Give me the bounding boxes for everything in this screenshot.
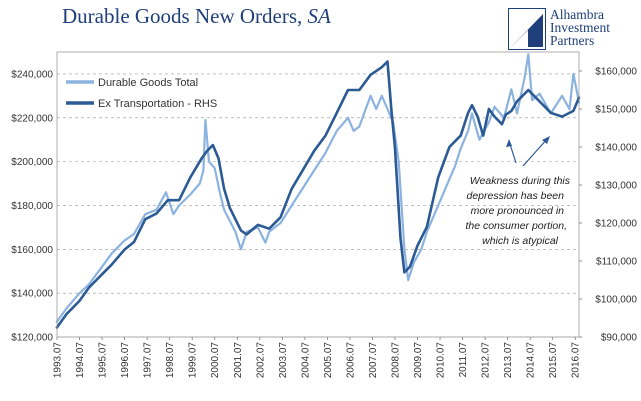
chart-title-italic: SA <box>307 4 331 28</box>
chart-title: Durable Goods New Orders, SA <box>62 4 331 29</box>
left-axis-tick-label: $220,000 <box>11 113 53 124</box>
annotation-arrowhead-1 <box>506 139 512 147</box>
logo-line-3: Partners <box>550 33 595 48</box>
left-axis-tick-label: $200,000 <box>11 157 53 168</box>
right-axis-tick-label: $130,000 <box>595 181 637 192</box>
chart-title-main: Durable Goods New Orders, <box>62 4 308 28</box>
annotation-line-5: which is atypical <box>482 235 559 247</box>
x-axis-tick-label: 1994.07 <box>75 342 86 379</box>
series-line-durable-goods-total <box>55 53 581 323</box>
alhambra-logo-icon <box>508 8 546 50</box>
x-axis-tick-label: 2007.07 <box>368 342 379 379</box>
annotation-line-4: the consumer portion, <box>465 220 567 232</box>
x-axis-tick-label: 2006.07 <box>345 342 356 379</box>
annotation-arrowhead-2 <box>542 136 550 144</box>
x-axis-tick-label: 2000.07 <box>210 342 221 379</box>
left-axis-tick-label: $120,000 <box>11 333 53 344</box>
right-axis-tick-label: $140,000 <box>595 143 637 154</box>
legend: Durable Goods Total Ex Transportation - … <box>66 77 217 110</box>
x-axis-tick-label: 2012.07 <box>481 342 492 379</box>
annotation-arrow-2 <box>522 137 549 167</box>
annotation-line-1: Weakness during this <box>470 175 571 187</box>
x-axis-tick-label: 1998.07 <box>165 342 176 379</box>
series-layer <box>55 53 581 329</box>
right-axis-tick-label: $90,000 <box>601 333 638 344</box>
left-axis-tick-label: $240,000 <box>11 69 53 80</box>
x-axis-tick-label: 2013.07 <box>503 342 514 379</box>
x-axis-ticks: 1993.07 1994.07 1995.07 1996.07 1997.07 1998.… <box>53 337 582 378</box>
x-axis-tick-label: 2011.07 <box>458 342 469 378</box>
legend-label-total: Durable Goods Total <box>98 77 198 89</box>
x-axis-tick-label: 1997.07 <box>143 342 154 379</box>
x-axis-tick-label: 2003.07 <box>278 342 289 379</box>
left-axis-tick-label: $180,000 <box>11 201 53 212</box>
annotation-line-2: depression has been <box>467 190 565 202</box>
x-axis-tick-label: 1993.07 <box>53 342 64 379</box>
x-axis-tick-label: 2010.07 <box>436 342 447 379</box>
x-axis-tick-label: 1996.07 <box>120 342 131 379</box>
right-axis-tick-label: $100,000 <box>595 295 637 306</box>
series-line-ex-transportation <box>55 60 581 329</box>
logo-text: Alhambra Investment Partners <box>550 7 610 48</box>
x-axis-tick-label: 2016.07 <box>571 342 582 379</box>
legend-label-ex-transport: Ex Transportation - RHS <box>98 98 217 110</box>
x-axis-tick-label: 2015.07 <box>548 342 559 379</box>
left-axis-ticks: $120,000 $140,000 $160,000 $180,000 $200,000… <box>11 69 53 343</box>
logo: Alhambra Investment Partners <box>508 8 638 54</box>
logo-line-2: Investment <box>550 20 610 35</box>
right-axis-tick-label: $150,000 <box>595 105 637 116</box>
plot-frame <box>56 51 580 338</box>
annotation: Weakness during this depression has been… <box>465 136 571 247</box>
left-axis-tick-label: $140,000 <box>11 289 53 300</box>
x-axis-tick-label: 2005.07 <box>323 342 334 379</box>
annotation-line-3: more pronounced in <box>471 205 565 217</box>
x-axis-tick-label: 2009.07 <box>413 342 424 379</box>
left-axis-tick-label: $160,000 <box>11 245 53 256</box>
logo-line-1: Alhambra <box>550 7 604 22</box>
x-axis-tick-label: 2001.07 <box>233 342 244 379</box>
x-axis-tick-label: 1995.07 <box>98 342 109 379</box>
x-axis-tick-label: 1999.07 <box>188 342 199 379</box>
right-axis-tick-label: $160,000 <box>595 67 637 78</box>
right-axis-tick-label: $110,000 <box>596 257 637 268</box>
right-axis-tick-label: $120,000 <box>595 219 637 230</box>
x-axis-tick-label: 2014.07 <box>526 342 537 379</box>
right-axis-ticks: $90,000 $100,000 $110,000 $120,000 $130,000 $… <box>579 67 637 344</box>
x-axis-tick-label: 2002.07 <box>255 342 266 379</box>
x-axis-tick-label: 2008.07 <box>390 342 401 379</box>
x-axis-tick-label: 2004.07 <box>300 342 311 379</box>
